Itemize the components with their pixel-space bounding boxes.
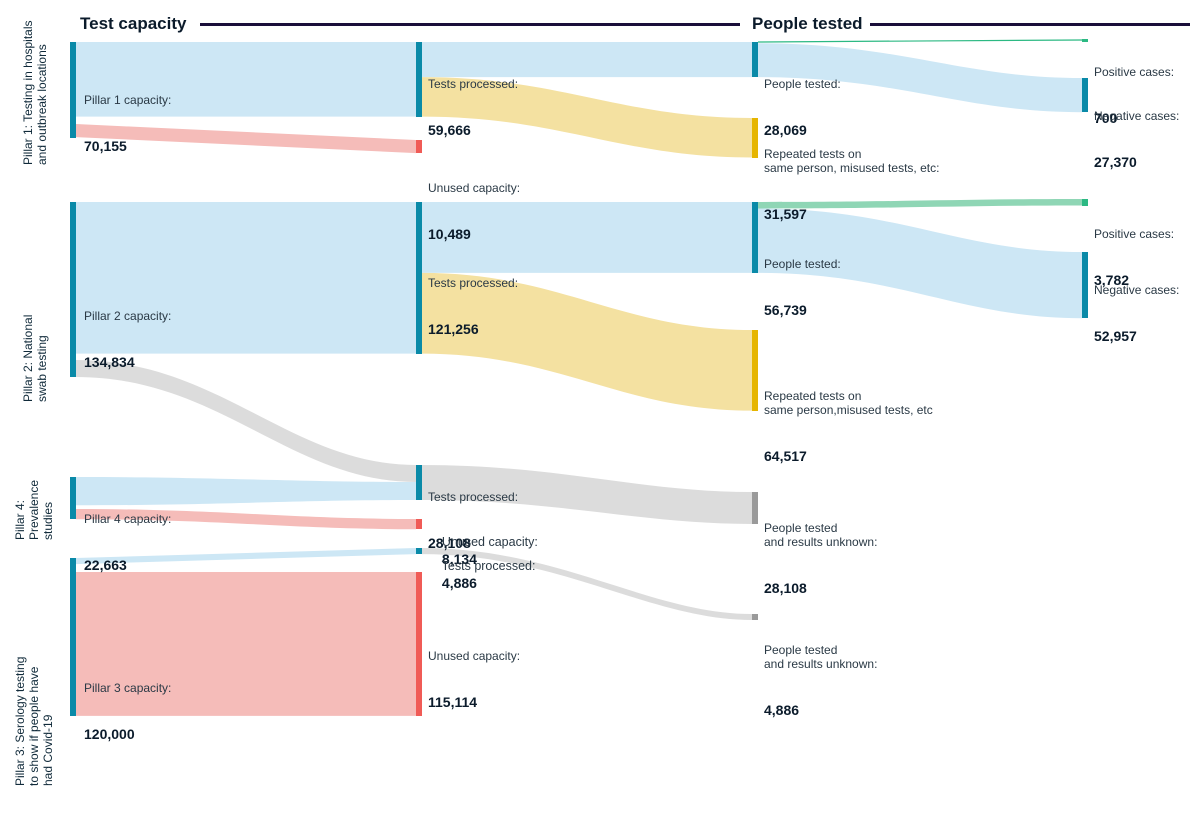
p2-capacity-label: Pillar 2 capacity: 134,834 (84, 278, 171, 401)
p3-capacity-bar (70, 558, 76, 716)
p1-repeated-bar (752, 118, 758, 158)
p1-capacity-label: Pillar 1 capacity: 70,155 (84, 62, 171, 185)
p2-tests-label: Tests processed: 121,256 (428, 245, 518, 368)
p1-negative-label: Negative cases: 27,370 (1094, 78, 1179, 201)
p2-tests-bar (416, 202, 422, 354)
p4-capacity-bar (70, 477, 76, 519)
p4-people-bar (752, 492, 758, 524)
p3-unused-label: Unused capacity: 115,114 (428, 618, 520, 741)
p3-tests-label: Tests processed: 4,886 (428, 544, 535, 607)
p4-tests-bar (416, 465, 422, 500)
p1-tests-bar (416, 42, 422, 117)
p2-people-label: People tested: 56,739 (764, 226, 841, 349)
p4-capacity-label: Pillar 4 capacity: 22,663 (84, 481, 171, 604)
p2-repeated-bar (752, 330, 758, 411)
p1-positive-bar (1082, 39, 1088, 42)
p1-capacity-bar (70, 42, 76, 138)
p3-tests-bar (416, 548, 422, 554)
p3-people-mark (752, 614, 758, 620)
p2-capacity-bar (70, 202, 76, 377)
p4-unused-bar (416, 519, 422, 529)
p3-people-label: People tested and results unknown: 4,886 (764, 612, 877, 750)
p2-repeated-label: Repeated tests on same person,misused te… (764, 358, 933, 496)
p2-people-bar (752, 202, 758, 273)
flows-svg (0, 0, 1200, 828)
p2-negative-label: Negative cases: 52,957 (1094, 252, 1179, 375)
p2-positive-bar (1082, 199, 1088, 206)
p1-negative-bar (1082, 78, 1088, 112)
p1-unused-bar (416, 140, 422, 153)
p4-people-label: People tested and results unknown: 28,10… (764, 490, 877, 628)
p2-negative-bar (1082, 252, 1088, 318)
sankey-diagram: Test capacity People tested Pillar 1: Te… (0, 0, 1200, 828)
p1-people-bar (752, 42, 758, 77)
p3-capacity-label: Pillar 3 capacity: 120,000 (84, 650, 171, 773)
p3-unused-bar (416, 572, 422, 716)
